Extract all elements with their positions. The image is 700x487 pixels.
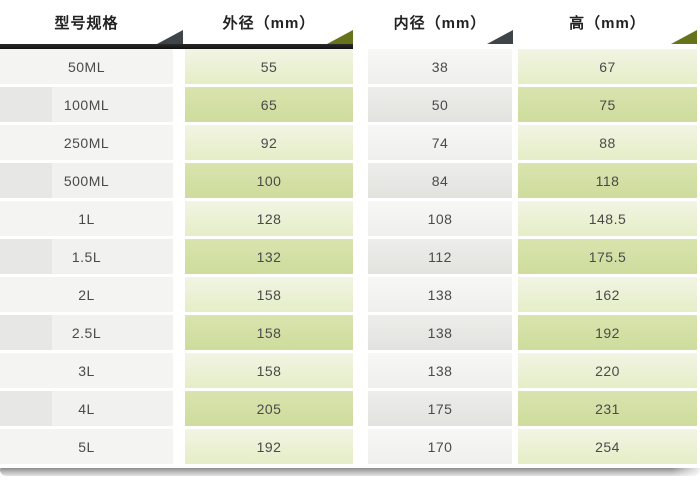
column-header-height-label: 高（mm） <box>569 14 646 32</box>
header-underline-bar <box>0 44 353 49</box>
triangle-icon <box>671 30 697 44</box>
table-row: 1.5L 132 112 175.5 <box>0 239 700 274</box>
triangle-icon <box>327 30 353 44</box>
cell-height: 220 <box>518 353 697 388</box>
cell-model: 500ML <box>0 163 173 198</box>
table-body: 50ML 55 38 67 100ML 65 50 75 250ML 92 74 88 500ML 100… <box>0 49 700 467</box>
table-row: 250ML 92 74 88 <box>0 125 700 160</box>
cell-height: 118 <box>518 163 697 198</box>
cell-outer-diameter: 158 <box>185 353 353 388</box>
cell-height: 231 <box>518 391 697 426</box>
cell-outer-diameter: 192 <box>185 429 353 464</box>
column-header-outer-diameter-label: 外径（mm） <box>222 14 316 32</box>
cell-inner-diameter: 138 <box>368 353 512 388</box>
cell-height: 254 <box>518 429 697 464</box>
cell-inner-diameter: 108 <box>368 201 512 236</box>
cell-inner-diameter: 50 <box>368 87 512 122</box>
cell-outer-diameter: 158 <box>185 315 353 350</box>
cell-outer-diameter: 92 <box>185 125 353 160</box>
cell-inner-diameter: 138 <box>368 315 512 350</box>
cell-height: 148.5 <box>518 201 697 236</box>
cell-model: 1L <box>0 201 173 236</box>
triangle-icon <box>487 30 513 44</box>
cell-inner-diameter: 74 <box>368 125 512 160</box>
cell-outer-diameter: 132 <box>185 239 353 274</box>
cell-outer-diameter: 128 <box>185 201 353 236</box>
column-header-inner-diameter[interactable]: 内径（mm） <box>368 0 512 44</box>
cell-inner-diameter: 138 <box>368 277 512 312</box>
table-row: 2L 158 138 162 <box>0 277 700 312</box>
column-header-model-label: 型号规格 <box>54 14 119 32</box>
cell-outer-diameter: 205 <box>185 391 353 426</box>
column-header-model[interactable]: 型号规格 <box>0 0 173 44</box>
cell-outer-diameter: 158 <box>185 277 353 312</box>
table-row: 100ML 65 50 75 <box>0 87 700 122</box>
cell-height: 192 <box>518 315 697 350</box>
table-row: 1L 128 108 148.5 <box>0 201 700 236</box>
triangle-icon <box>157 30 183 44</box>
cell-outer-diameter: 100 <box>185 163 353 198</box>
cell-model: 1.5L <box>0 239 173 274</box>
cell-height: 75 <box>518 87 697 122</box>
table-row: 500ML 100 84 118 <box>0 163 700 198</box>
column-header-outer-diameter[interactable]: 外径（mm） <box>185 0 353 44</box>
cell-outer-diameter: 65 <box>185 87 353 122</box>
cell-model: 250ML <box>0 125 173 160</box>
table-bottom-shadow <box>0 468 700 476</box>
cell-model: 4L <box>0 391 173 426</box>
cell-height: 88 <box>518 125 697 160</box>
cell-inner-diameter: 38 <box>368 49 512 84</box>
cell-inner-diameter: 112 <box>368 239 512 274</box>
table-row: 4L 205 175 231 <box>0 391 700 426</box>
cell-model: 2L <box>0 277 173 312</box>
cell-model: 2.5L <box>0 315 173 350</box>
cell-model: 3L <box>0 353 173 388</box>
column-header-height[interactable]: 高（mm） <box>518 0 697 44</box>
cell-height: 162 <box>518 277 697 312</box>
cell-height: 67 <box>518 49 697 84</box>
cell-model: 5L <box>0 429 173 464</box>
cell-inner-diameter: 175 <box>368 391 512 426</box>
cell-height: 175.5 <box>518 239 697 274</box>
cell-model: 50ML <box>0 49 173 84</box>
column-header-inner-diameter-label: 内径（mm） <box>393 14 487 32</box>
table-row: 5L 192 170 254 <box>0 429 700 464</box>
table-row: 3L 158 138 220 <box>0 353 700 388</box>
table-row: 50ML 55 38 67 <box>0 49 700 84</box>
cell-inner-diameter: 84 <box>368 163 512 198</box>
cell-inner-diameter: 170 <box>368 429 512 464</box>
cell-outer-diameter: 55 <box>185 49 353 84</box>
table-row: 2.5L 158 138 192 <box>0 315 700 350</box>
cell-model: 100ML <box>0 87 173 122</box>
